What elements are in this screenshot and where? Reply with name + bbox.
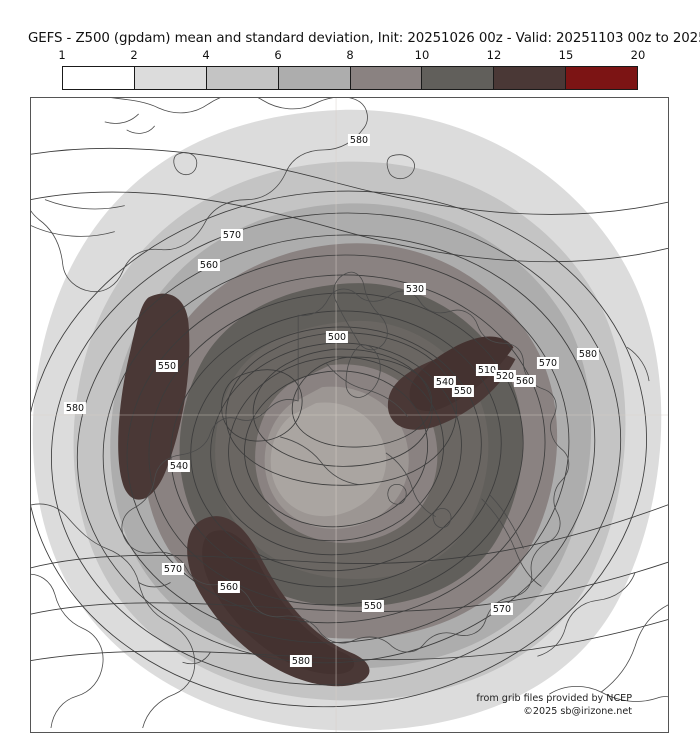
transantarctic-line	[280, 436, 361, 486]
new-guinea-arc	[31, 225, 115, 237]
colorbar-tick-6: 6	[274, 48, 282, 62]
colorbar-tick-15: 15	[558, 48, 574, 62]
colorbar-tick-1: 1	[58, 48, 66, 62]
graticule	[31, 98, 668, 732]
colorbar-segment-6	[493, 67, 566, 89]
stddev-inner-core-3	[270, 402, 387, 517]
colorbar-segment-0	[63, 67, 134, 89]
map-panel[interactable]: 580 570 560 530 500 550 540 550 510 520 560 570 580 5…	[30, 97, 669, 733]
ross-ice-shelf-edge	[325, 362, 409, 418]
stddev-dark-patch-s-core	[202, 530, 355, 675]
map-svg	[31, 98, 668, 732]
colorbar-segment-5	[421, 67, 494, 89]
stddev-dark-patch-ne-core	[409, 336, 514, 412]
colorbar-tick-2: 2	[130, 48, 138, 62]
africa-south-coast	[549, 685, 668, 702]
new-caledonia	[386, 154, 415, 180]
coastlines	[31, 98, 668, 729]
antarctica-outline	[121, 288, 570, 653]
south-america-east-coast	[31, 503, 196, 729]
australia-outline	[62, 98, 368, 293]
island-1	[387, 483, 407, 505]
map-content	[31, 98, 668, 732]
australia-west-coast	[31, 210, 64, 266]
south-america-west-coast	[31, 573, 104, 729]
colorbar-tick-10: 10	[414, 48, 430, 62]
island-2	[432, 508, 452, 529]
tasmania-outline	[173, 152, 198, 176]
indonesia-arc	[44, 199, 125, 210]
colorbar-tick-12: 12	[486, 48, 502, 62]
colorbar-tick-4: 4	[202, 48, 210, 62]
stddev-filled-contours	[32, 109, 662, 731]
colorbar-segment-7	[565, 67, 637, 89]
antarctic-peninsula-edge	[489, 494, 524, 549]
south-georgia	[626, 346, 650, 382]
australia-bay	[126, 125, 155, 134]
colorbar-tick-8: 8	[346, 48, 354, 62]
africa-east-coast	[600, 604, 668, 693]
antarctic-peninsula	[481, 498, 542, 587]
stddev-dark-patch-w	[118, 293, 190, 500]
chart-title: GEFS - Z500 (gpdam) mean and standard de…	[28, 31, 700, 46]
colorbar-segment-1	[133, 67, 206, 89]
new-zealand-north-island	[333, 271, 388, 351]
colorbar-swatches	[62, 66, 638, 90]
colorbar-segment-3	[277, 67, 350, 89]
australia-gulf	[104, 113, 139, 124]
colorbar-tick-20: 20	[630, 48, 646, 62]
antarctic-inner-line	[385, 452, 436, 518]
colorbar-segment-2	[205, 67, 278, 89]
mean-height-contours	[31, 147, 668, 708]
colorbar-tick-labels: 1 2 4 6 8 10 12 15 20	[58, 48, 645, 64]
colorbar: 1 2 4 6 8 10 12 15 20	[58, 49, 645, 90]
colorbar-segment-4	[349, 67, 422, 89]
new-zealand-south-island	[345, 344, 381, 398]
africa-west-coast	[537, 572, 636, 657]
tierra-del-fuego	[182, 652, 211, 665]
rio-de-la-plata	[138, 582, 171, 588]
